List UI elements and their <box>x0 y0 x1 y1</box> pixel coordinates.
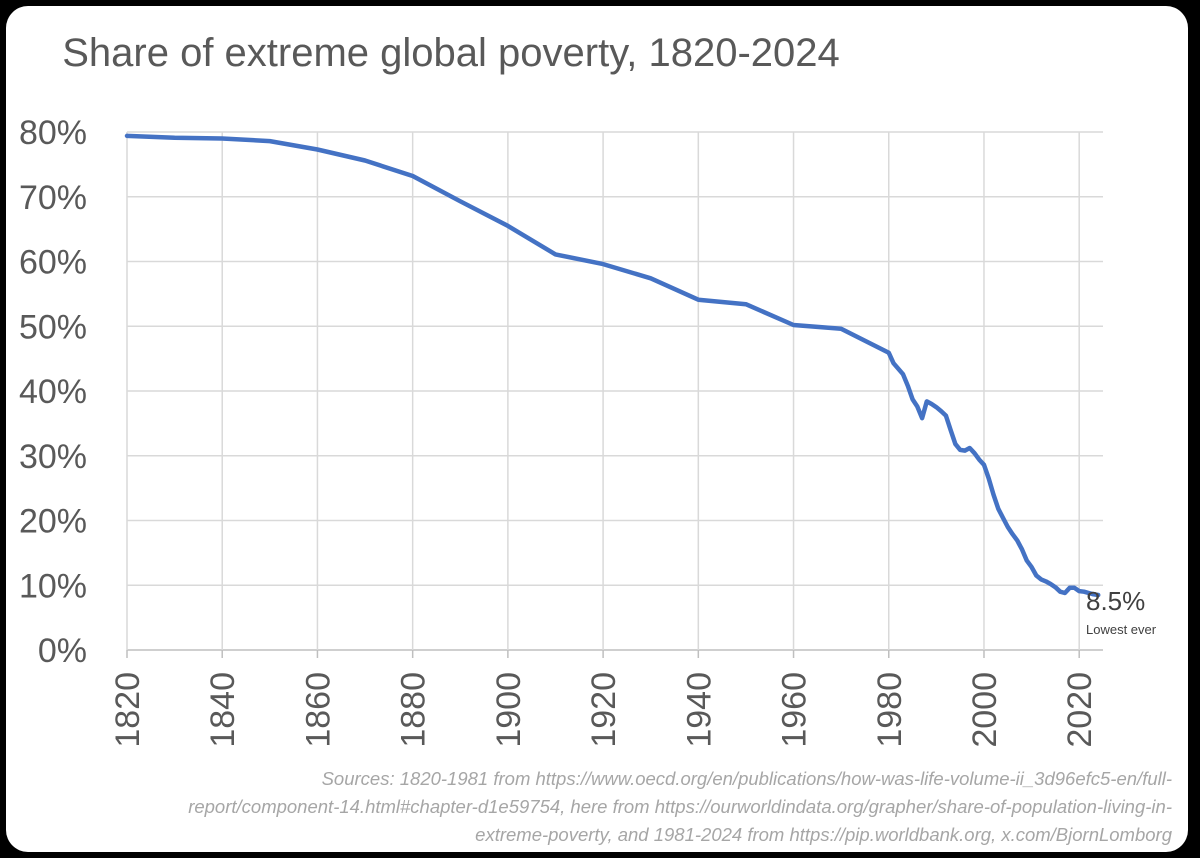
chart-title: Share of extreme global poverty, 1820-20… <box>62 31 840 75</box>
x-tick-label: 1960 <box>776 672 814 748</box>
end-value-label: 8.5% <box>1086 586 1145 616</box>
x-tick-label: 1840 <box>204 672 242 748</box>
gridlines <box>126 131 1103 658</box>
x-tick-label: 2000 <box>966 672 1004 748</box>
y-tick-label: 80% <box>19 114 87 152</box>
x-tick-label: 1940 <box>680 672 718 748</box>
x-tick-label: 1880 <box>395 672 433 748</box>
x-tick-label: 1920 <box>585 672 623 748</box>
x-tick-label: 1820 <box>109 672 147 748</box>
y-tick-label: 20% <box>19 503 87 541</box>
series-line-extreme-poverty <box>124 133 1101 598</box>
y-tick-label: 50% <box>19 308 87 346</box>
y-tick-label: 0% <box>38 632 87 670</box>
x-tick-label: 1860 <box>299 672 337 748</box>
x-tick-label: 1900 <box>490 672 528 748</box>
x-axis-ticks: 1820 1840 1860 1880 1900 1920 1940 1960 1980 2000… <box>109 672 1099 748</box>
series-layer <box>124 133 1101 598</box>
source-line-3: extreme-poverty, and 1981-2024 from http… <box>475 824 1173 845</box>
y-tick-label: 70% <box>19 179 87 217</box>
y-tick-label: 40% <box>19 373 87 411</box>
source-line-2: report/component-14.html#chapter-d1e5975… <box>188 796 1172 817</box>
y-tick-label: 10% <box>19 567 87 605</box>
x-tick-label: 2020 <box>1061 672 1099 748</box>
x-tick-label: 1980 <box>871 672 909 748</box>
y-tick-label: 60% <box>19 244 87 282</box>
y-tick-label: 30% <box>19 438 87 476</box>
chart-canvas: Share of extreme global poverty, 1820-20… <box>19 31 1173 845</box>
end-value-note: Lowest ever <box>1086 622 1157 637</box>
source-line-1: Sources: 1820-1981 from https://www.oecd… <box>322 768 1172 789</box>
y-axis-ticks: 0% 10% 20% 30% 40% 50% 60% 70% 80% <box>19 114 87 670</box>
chart-card: Share of extreme global poverty, 1820-20… <box>6 6 1188 852</box>
